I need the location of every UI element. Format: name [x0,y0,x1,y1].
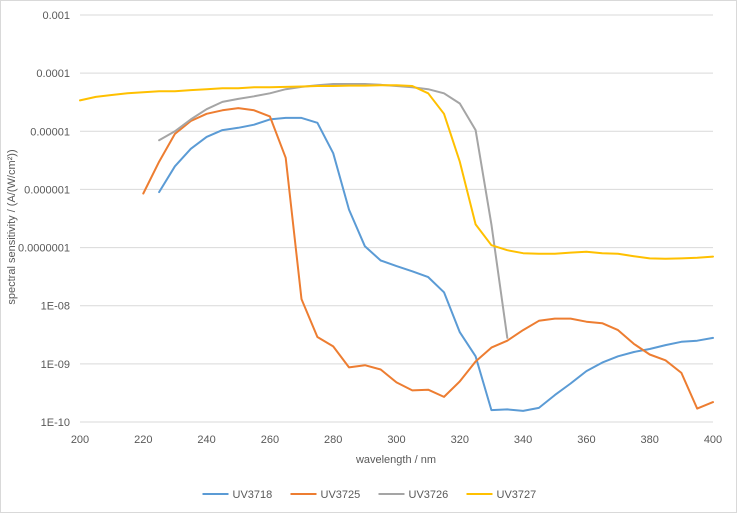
y-tick-label: 1E-09 [41,359,70,371]
legend-label: UV3726 [409,489,449,501]
x-tick-label: 340 [514,434,532,446]
series-line-uv3725 [142,107,714,410]
y-tick-label: 0.0000001 [18,243,70,255]
series-line-uv3718 [158,116,714,412]
x-tick-label: 280 [324,434,342,446]
y-tick-label: 0.0001 [36,68,70,80]
y-tick-label: 0.000001 [24,184,70,196]
x-tick-label: 380 [641,434,659,446]
legend-label: UV3725 [321,489,361,501]
y-axis-ticks: 1E-10 1E-09 1E-08 0.0000001 0.000001 0.00001 0… [18,10,70,429]
y-axis-title: spectral sensitivity / (A/(W/cm²)) [6,149,18,304]
x-tick-label: 360 [577,434,595,446]
x-tick-label: 300 [387,434,405,446]
series-line-uv3726 [158,83,509,339]
x-tick-label: 240 [197,434,215,446]
x-axis-ticks: 200 220 240 260 280 300 320 340 360 380 400 [71,434,722,446]
x-tick-label: 400 [704,434,722,446]
y-tick-label: 0.00001 [30,126,70,138]
series-line-uv3727 [79,84,714,260]
series-lines [79,83,714,412]
gridlines [80,14,713,423]
y-tick-label: 1E-10 [41,417,70,429]
legend-label: UV3727 [497,489,537,501]
x-tick-label: 220 [134,434,152,446]
legend-label: UV3718 [233,489,273,501]
x-tick-label: 260 [261,434,279,446]
legend: UV3718 UV3725 UV3726 UV3727 [202,489,537,501]
y-tick-label: 0.001 [42,10,70,22]
x-tick-label: 200 [71,434,89,446]
x-axis-title: wavelength / nm [355,454,436,466]
x-tick-label: 320 [451,434,469,446]
y-tick-label: 1E-08 [41,301,70,313]
